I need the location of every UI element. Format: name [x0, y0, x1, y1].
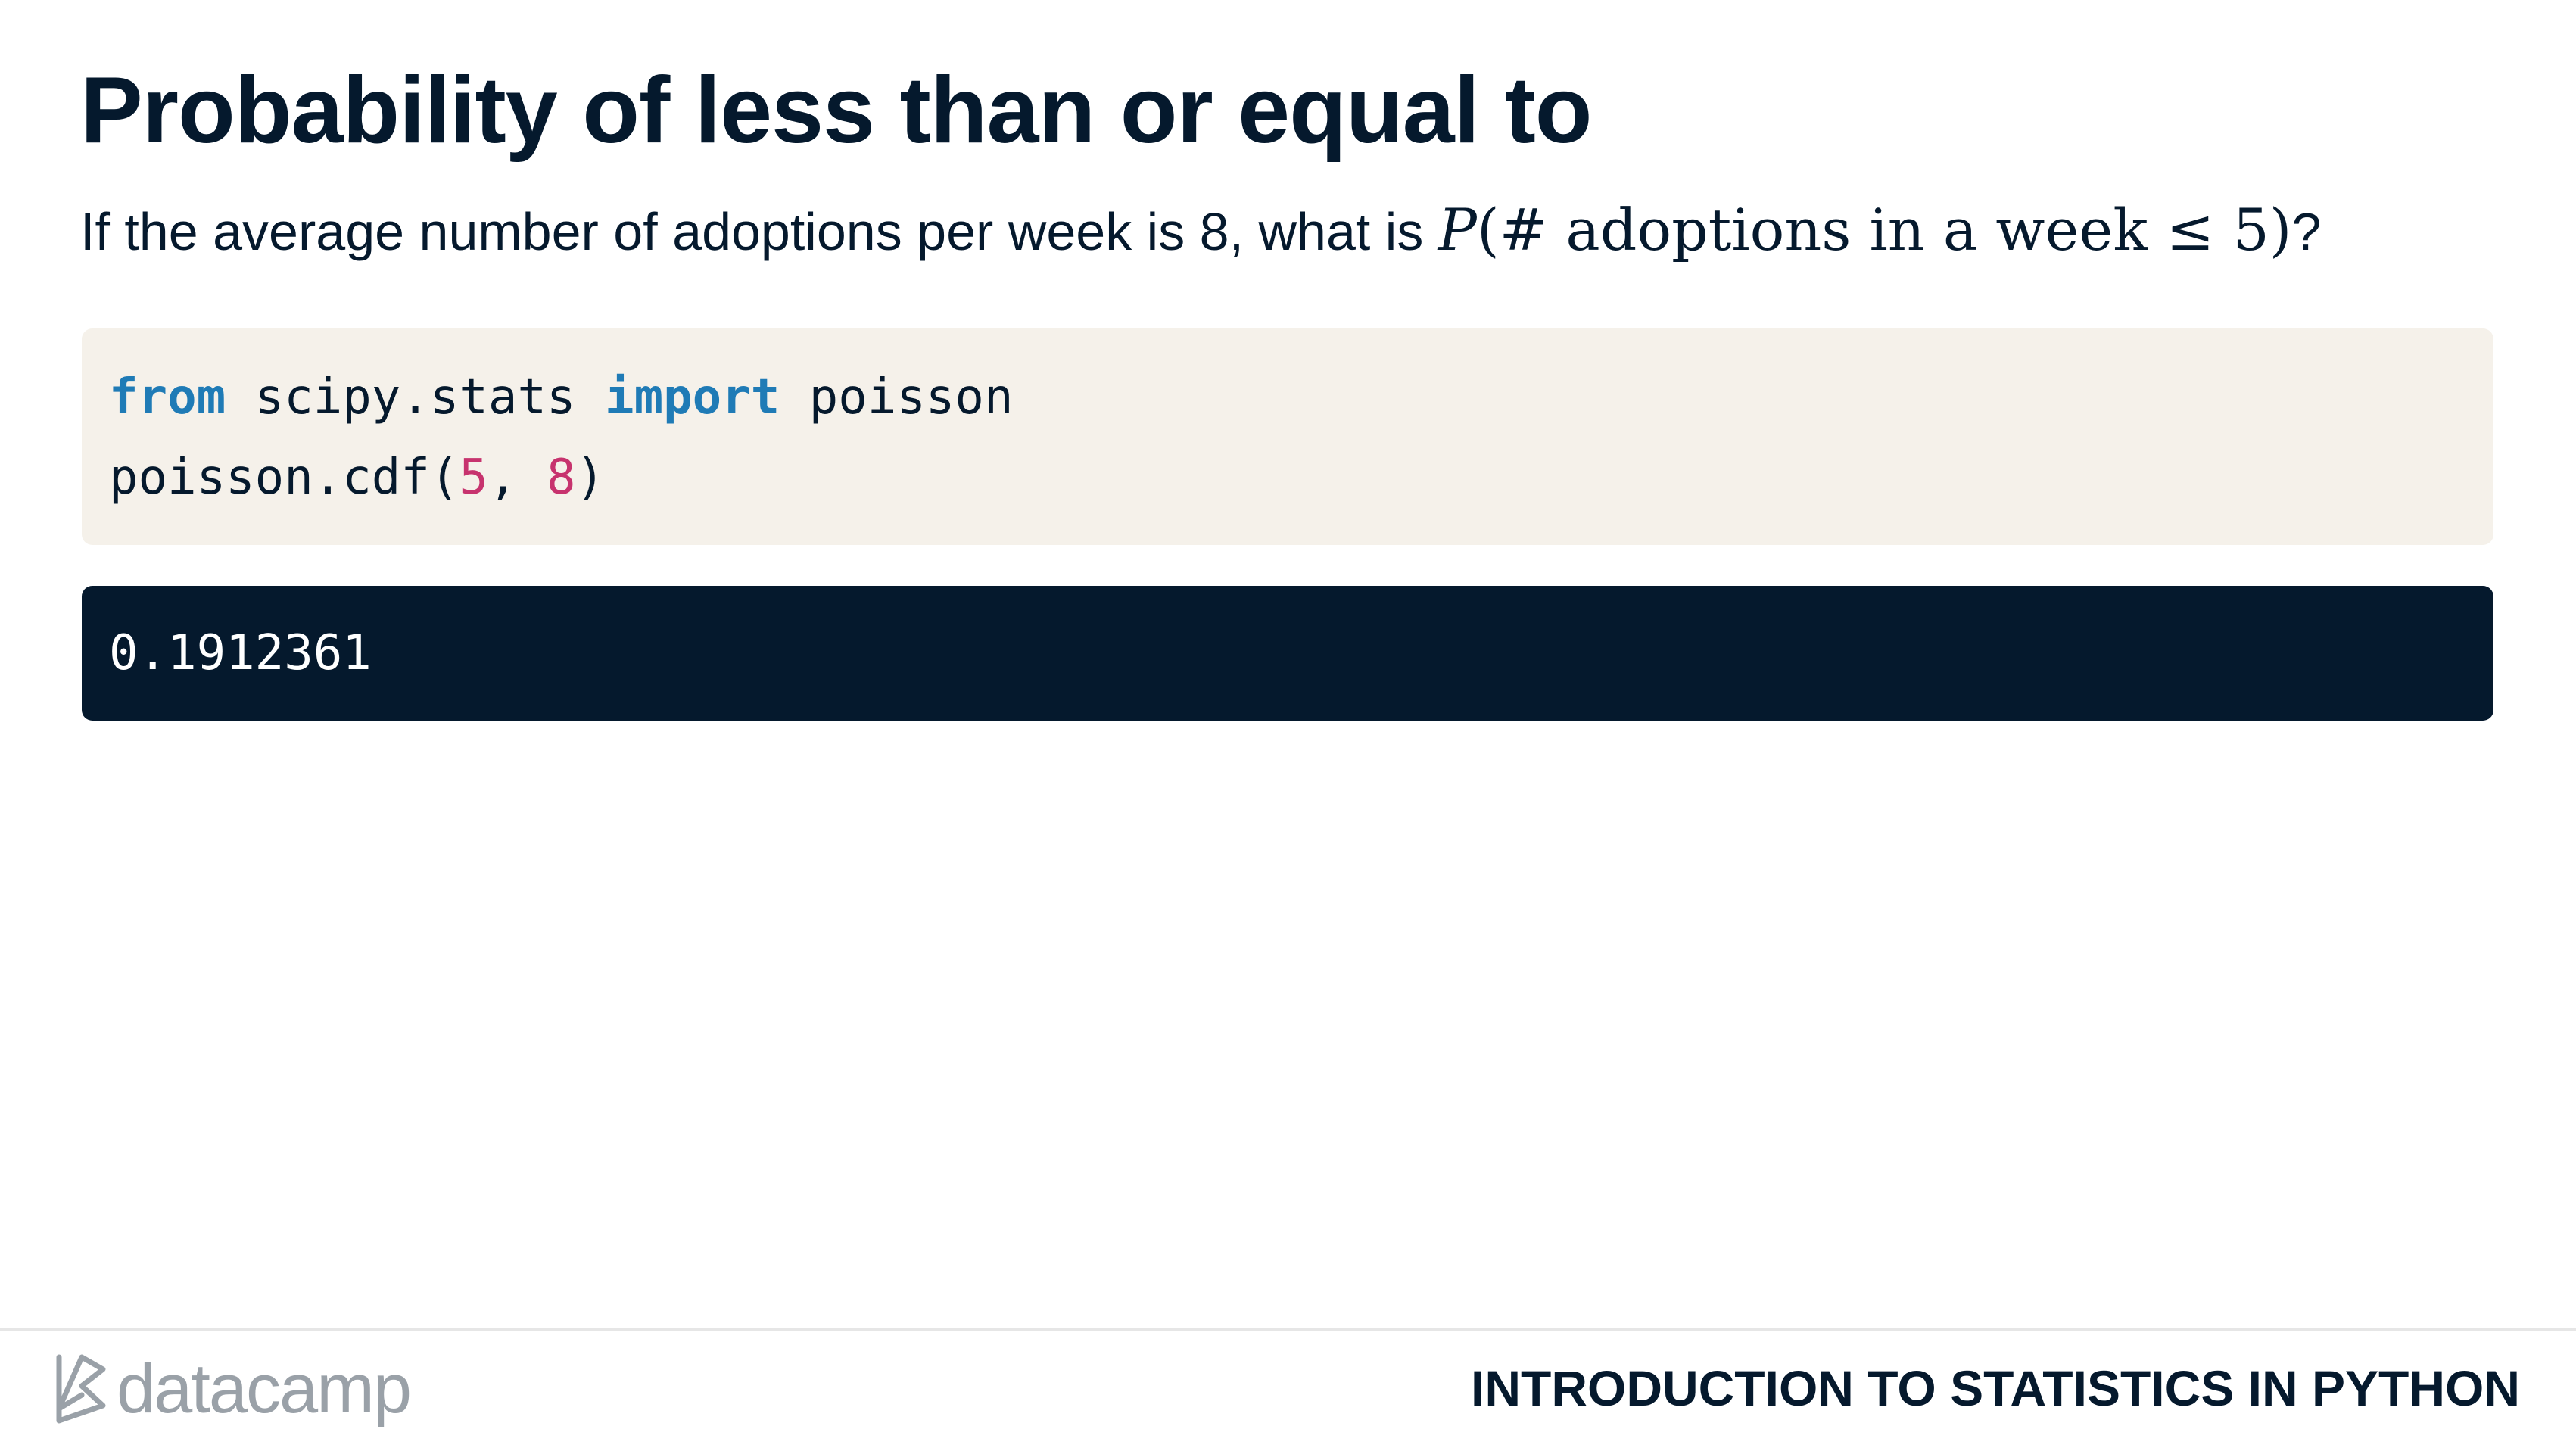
argument-separator: ,	[487, 450, 547, 506]
question-prefix: If the average number of adoptions per w…	[80, 202, 1438, 261]
probability-symbol: P	[1438, 196, 1477, 263]
code-line-call: poisson.cdf(5, 8)	[109, 437, 2493, 518]
function-call: poisson.cdf(	[109, 450, 459, 506]
keyword-from: from	[109, 369, 226, 425]
imported-name: poisson	[780, 369, 1014, 425]
datacamp-logo-icon	[56, 1354, 106, 1424]
probability-condition: (# adoptions in a week ≤ 5)	[1476, 196, 2292, 263]
brand-name: datacamp	[117, 1350, 412, 1428]
module-name: scipy.stats	[226, 369, 606, 425]
slide-title: Probability of less than or equal to	[80, 58, 1592, 163]
course-title: INTRODUCTION TO STATISTICS IN PYTHON	[1471, 1360, 2520, 1416]
argument-k: 5	[459, 450, 488, 506]
footer-divider	[0, 1328, 2576, 1331]
probability-expression: P(# adoptions in a week ≤ 5)	[1438, 196, 2292, 263]
output-value: 0.1912361	[109, 625, 372, 681]
brand-logo: datacamp	[51, 1347, 412, 1431]
call-close: )	[575, 450, 606, 506]
code-block: from scipy.stats import poisson poisson.c…	[82, 328, 2493, 545]
keyword-import: import	[605, 369, 780, 425]
question-mark: ?	[2291, 202, 2322, 261]
argument-mu: 8	[546, 450, 576, 506]
question-text: If the average number of adoptions per w…	[80, 192, 2321, 269]
code-line-import: from scipy.stats import poisson	[109, 357, 2493, 437]
output-block: 0.1912361	[82, 586, 2493, 721]
